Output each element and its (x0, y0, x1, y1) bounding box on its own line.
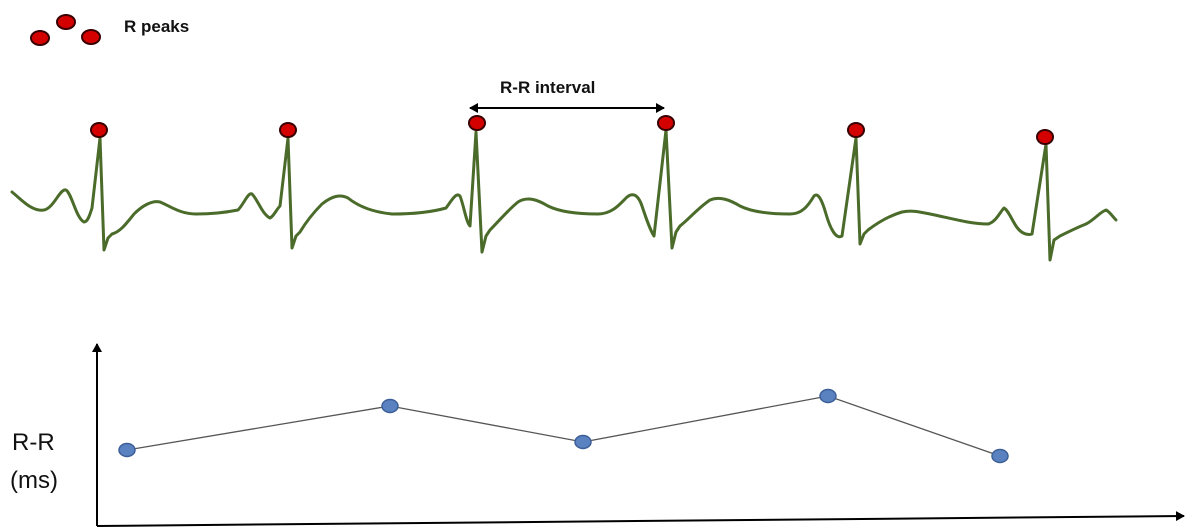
rr-tachogram: R-R (ms) (10, 343, 1185, 527)
r-peak-marker (657, 115, 675, 131)
r-peak-marker (90, 122, 108, 138)
y-axis-label-line2: (ms) (10, 467, 58, 494)
r-peak-marker (1036, 129, 1054, 145)
x-axis (96, 511, 1185, 527)
ecg-trace (10, 128, 1118, 262)
r-peak-marker (847, 122, 865, 138)
rr-interval-annotation: R-R interval (469, 78, 665, 113)
r-peak-marker (279, 122, 297, 138)
r-peak-markers (90, 115, 1054, 145)
legend-peak-dots (30, 14, 101, 46)
rr-point (991, 448, 1009, 464)
legend-label: R peaks (124, 17, 189, 36)
r-peak-marker (468, 115, 486, 131)
rr-point (118, 442, 136, 458)
rr-point (381, 398, 399, 414)
y-axis-label-line1: R-R (12, 429, 55, 456)
rr-series-line (126, 395, 1001, 457)
rr-point (574, 434, 592, 450)
rr-interval-label: R-R interval (500, 78, 595, 97)
rr-point (819, 388, 837, 404)
legend: R peaks (30, 14, 189, 46)
